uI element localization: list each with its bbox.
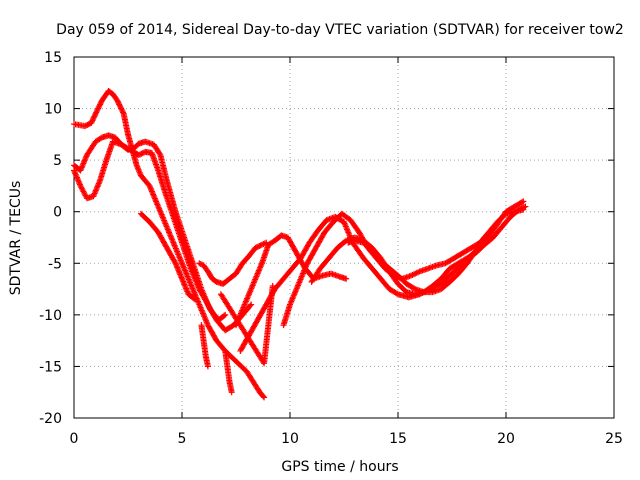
x-tick-label: 15: [389, 431, 407, 447]
data-point: [90, 114, 97, 121]
data-point: [90, 116, 97, 123]
x-axis-label: GPS time / hours: [281, 459, 398, 475]
data-point: [261, 394, 268, 401]
x-tick-label: 5: [178, 431, 187, 447]
data-point: [95, 105, 102, 112]
data-point: [120, 109, 127, 116]
data-point: [93, 109, 100, 116]
chart-title: Day 059 of 2014, Sidereal Day-to-day VTE…: [56, 22, 624, 38]
axis-ticks: 0 5 10 15 20 25 15 10 5 0 -5 -10 -15 -20: [39, 50, 623, 447]
x-tick-label: 20: [497, 431, 515, 447]
data-point: [257, 242, 264, 249]
data-point: [88, 118, 95, 125]
data-point: [520, 198, 527, 205]
y-tick-label: -15: [39, 359, 62, 375]
data-point: [481, 234, 488, 241]
data-point: [119, 108, 126, 115]
data-point: [114, 97, 121, 104]
data-point: [94, 106, 101, 113]
y-tick-label: 5: [53, 153, 62, 169]
data-point: [204, 363, 211, 370]
plot-frame: [73, 56, 615, 419]
data-point: [521, 204, 528, 211]
data-point: [221, 312, 228, 319]
y-tick-label: 0: [53, 205, 62, 221]
data-point: [97, 101, 104, 108]
data-point: [343, 275, 350, 282]
data-point: [114, 98, 121, 105]
data-point: [95, 104, 102, 111]
data-point: [91, 113, 98, 120]
data-point: [116, 101, 123, 108]
data-point: [269, 282, 276, 289]
grid-lines: [74, 57, 614, 418]
data-points: [71, 88, 529, 401]
x-tick-label: 10: [281, 431, 299, 447]
data-point: [118, 106, 125, 113]
data-point: [191, 296, 198, 303]
data-point: [222, 311, 229, 318]
data-point: [97, 100, 104, 107]
y-tick-label: -10: [39, 308, 62, 324]
data-point: [522, 203, 529, 210]
data-point: [89, 117, 96, 124]
data-point: [247, 302, 254, 309]
data-point: [248, 301, 255, 308]
data-point: [480, 235, 487, 242]
data-point: [116, 102, 123, 109]
data-point: [519, 199, 526, 206]
data-point: [260, 393, 267, 400]
data-point: [91, 112, 98, 119]
data-point: [156, 150, 163, 157]
data-point: [118, 105, 125, 112]
y-tick-label: 10: [44, 102, 62, 118]
data-point: [88, 120, 95, 127]
y-tick-label: -5: [48, 256, 62, 272]
data-point: [92, 110, 99, 117]
y-tick-label: -20: [39, 411, 62, 427]
data-point: [117, 104, 124, 111]
data-point: [171, 258, 178, 265]
y-tick-label: 15: [44, 50, 62, 66]
data-point: [411, 285, 418, 292]
data-point: [115, 100, 122, 107]
x-tick-label: 0: [70, 431, 79, 447]
y-axis-label: SDTVAR / TECUs: [8, 181, 24, 296]
data-point: [93, 108, 100, 115]
x-tick-label: 25: [605, 431, 623, 447]
data-point: [190, 295, 197, 302]
data-point: [96, 102, 103, 109]
data-point: [228, 389, 235, 396]
